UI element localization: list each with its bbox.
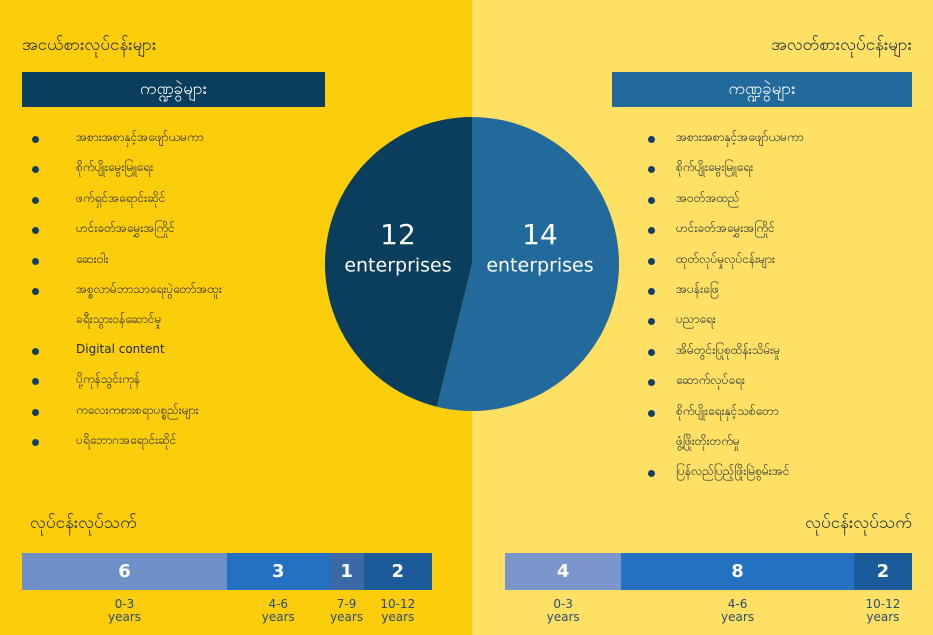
age-label: 10-12 years — [865, 597, 901, 624]
bullet — [648, 257, 655, 265]
bar-segment: 3 — [227, 553, 330, 590]
list-item: ဖက်ရှင်အရောင်းဆိုင် — [76, 190, 166, 205]
list-item: ဖွံ့ဖြိုးတိုးတက်မှု — [676, 433, 740, 448]
list-item: စိုက်ပျိုးရေးနှင့်သစ်တော — [676, 403, 779, 418]
age-label: 0-3 years — [546, 597, 580, 624]
list-item: ဟင်းခတ်အမွှေးအကြိုင် — [676, 221, 775, 236]
bullet — [32, 288, 39, 295]
list-item: အဝတ်အထည် — [676, 190, 740, 205]
bullet — [32, 257, 39, 265]
bullet — [648, 288, 655, 295]
bar-segment: 4 — [505, 553, 622, 590]
list-item: စိုက်ပျိုးမွေးမြူရေး — [76, 160, 154, 175]
banner: ကဏ္ဍခွဲများ — [22, 72, 325, 107]
list-item: ပြန်လည်ပြည့်ဖြိုးမြဲစွမ်းအင် — [676, 463, 790, 478]
age-label: 4-6 years — [721, 597, 755, 624]
bullet — [648, 318, 655, 326]
bar-segment: 2 — [363, 553, 432, 590]
bar-segment: 8 — [621, 553, 854, 590]
pie-value: 14 — [522, 218, 558, 251]
bullet — [648, 136, 655, 143]
bullet — [648, 469, 655, 477]
list-item: ပရိဘောဂအရောင်းဆိုင် — [76, 433, 177, 448]
bullet — [648, 227, 655, 235]
age-title: လုပ်ငန်းလုပ်သက် — [805, 513, 912, 533]
bullet — [32, 439, 39, 447]
bullet — [648, 166, 655, 174]
age-label: 0-3 years — [107, 597, 142, 624]
age-label: 7-9 years — [330, 597, 364, 624]
panel-title: အလတ်စားလုပ်ငန်းများ — [771, 35, 912, 55]
pie-label: enterprises — [344, 255, 451, 277]
bullet — [648, 348, 655, 356]
banner: ကဏ္ဍခွဲများ — [612, 72, 912, 107]
list-item: အစားအစာနှင့်အဖျော်ယမကာ — [676, 130, 804, 144]
bullet — [32, 166, 39, 174]
list-item: ဟင်းခတ်အမွှေးအကြိုင် — [76, 221, 175, 236]
bullet — [32, 408, 39, 416]
age-label: 4-6 years — [261, 597, 295, 624]
pie-value: 12 — [380, 218, 416, 251]
list-item: ကလေးကစားစရာပစ္စည်းများ — [76, 402, 199, 417]
bar-segment: 2 — [853, 553, 912, 590]
list-item: အစ္စလာမ်ဘာသာရေးပွဲတော်အထူး — [76, 282, 222, 296]
bar-segment: 1 — [329, 553, 364, 590]
list-item: ပို့ကုန်သွင်းကုန် — [76, 372, 141, 387]
pie-slice — [436, 117, 619, 411]
list-item: ဆေးဝါး — [76, 251, 109, 266]
list-item: ထုတ်လုပ်မှုလုပ်ငန်းများ — [676, 251, 775, 266]
pie-slice — [324, 117, 472, 407]
list-item: အပန်းဖြေ — [676, 282, 719, 296]
bullet — [648, 379, 655, 387]
bullet — [648, 409, 655, 417]
bullet — [32, 136, 39, 143]
list-item: အိမ်တွင်းပြုစုထိန်းသိမ်းမှု — [676, 342, 781, 357]
bullet — [32, 227, 39, 235]
panel-title: အငယ်စားလုပ်ငန်းများ — [22, 35, 157, 55]
bar-segment: 6 — [22, 553, 227, 590]
bullet — [32, 378, 39, 386]
list-item: ပညာရေး — [676, 312, 716, 327]
bullet — [32, 196, 39, 204]
age-title: လုပ်ငန်းလုပ်သက် — [30, 513, 137, 533]
list-item: အစားအစာနှင့်အဖျော်ယမကာ — [76, 130, 204, 144]
list-item: Digital content — [76, 342, 165, 356]
list-item: ဆောက်လုပ်ရေး — [676, 373, 745, 388]
bullet — [648, 196, 655, 204]
list-item: ခရီးသွားဝန်ဆောင်မှု — [76, 312, 162, 326]
list-item: စိုက်ပျိုးမွေးမြူရေး — [676, 160, 754, 175]
age-label: 10-12 years — [380, 597, 416, 624]
pie-label: enterprises — [486, 255, 593, 277]
bullet — [32, 348, 39, 355]
